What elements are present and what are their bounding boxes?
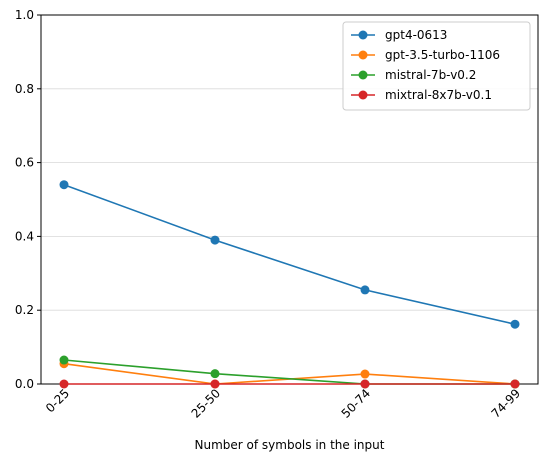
- legend-marker: [358, 70, 368, 80]
- legend: gpt4-0613 gpt-3.5-turbo-1106 mistral-7b-v0…: [342, 21, 531, 111]
- y-tick-label: 0.6: [15, 156, 34, 170]
- data-point: [210, 369, 220, 379]
- legend-entry: mistral-7b-v0.2: [351, 68, 476, 82]
- data-point: [59, 355, 69, 365]
- legend-marker: [358, 50, 368, 60]
- legend-marker: [358, 30, 368, 40]
- data-point: [210, 235, 220, 245]
- y-tick-label: 0.8: [15, 82, 34, 96]
- data-point: [510, 319, 520, 329]
- data-point: [510, 379, 520, 389]
- series-line: [63, 183, 516, 326]
- series-3: [59, 379, 520, 389]
- data-point: [360, 369, 370, 379]
- legend-label: gpt4-0613: [385, 28, 447, 42]
- legend-label: mistral-7b-v0.2: [385, 68, 476, 82]
- legend-label: gpt-3.5-turbo-1106: [385, 48, 500, 62]
- y-tick-label: 0.2: [15, 303, 34, 317]
- x-axis-label: Number of symbols in the input: [195, 438, 385, 452]
- x-tick-label: 74-99: [489, 386, 524, 421]
- legend-entry: gpt-3.5-turbo-1106: [351, 48, 500, 62]
- x-tick-label: 50-74: [339, 386, 374, 421]
- y-tick-label: 1.0: [15, 8, 34, 22]
- series-group: [59, 180, 520, 389]
- legend-label: mixtral-8x7b-v0.1: [385, 88, 492, 102]
- y-tick-label: 0.4: [15, 229, 34, 243]
- legend-box: [342, 21, 531, 111]
- y-axis: 0.0 0.2 0.4 0.6 0.8 1.0: [15, 8, 41, 391]
- series-0: [59, 180, 520, 329]
- y-tick-label: 0.0: [15, 377, 34, 391]
- x-axis: 0-25 25-50 50-74 74-99: [43, 384, 523, 421]
- data-point: [360, 379, 370, 389]
- legend-marker: [358, 90, 368, 100]
- x-tick-label: 0-25: [43, 386, 72, 415]
- x-tick-label: 25-50: [189, 386, 224, 421]
- data-point: [360, 285, 370, 295]
- data-point: [59, 180, 69, 190]
- data-point: [210, 379, 220, 389]
- legend-entry: mixtral-8x7b-v0.1: [351, 88, 492, 102]
- legend-entry: gpt4-0613: [351, 28, 447, 42]
- data-point: [59, 379, 69, 389]
